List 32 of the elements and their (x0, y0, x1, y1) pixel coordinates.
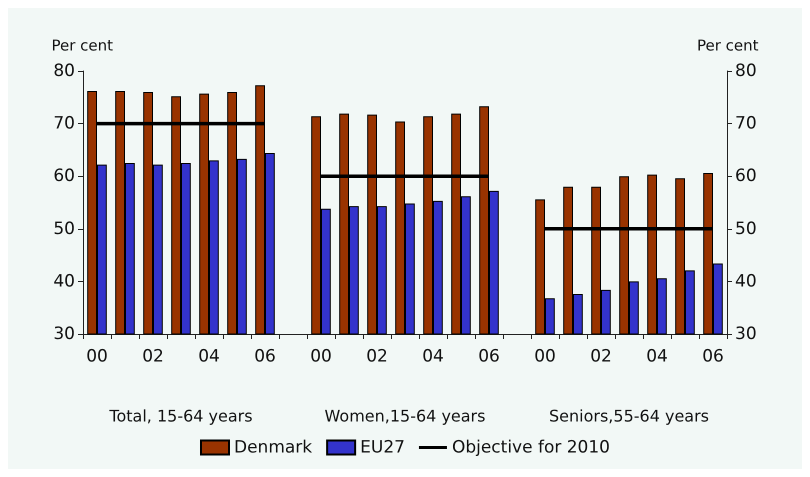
y-axis-title: Per cent (51, 36, 114, 54)
legend-label: Objective for 2010 (452, 438, 610, 458)
x-tick-label: 00 (534, 346, 556, 366)
x-tick-label: 06 (702, 346, 724, 366)
y-tick-label: 40 (53, 271, 75, 292)
y2-tick-label: 80 (735, 61, 757, 81)
x-tick-label: 02 (590, 346, 612, 366)
x-tick-label: 00 (86, 346, 108, 366)
y2-tick-label: 40 (735, 271, 757, 292)
x-tick-label: 02 (142, 346, 164, 366)
y-tick-label: 70 (53, 114, 75, 134)
y-tick-label: 60 (53, 166, 75, 186)
legend-label: EU27 (360, 438, 405, 458)
x-tick-label: 04 (646, 346, 668, 366)
x-tick-label: 06 (254, 346, 276, 366)
x-tick-label: 00 (310, 346, 332, 366)
y2-tick-label: 70 (735, 114, 757, 134)
y2-axis-title: Per cent (697, 36, 759, 54)
x-tick-label: 04 (198, 346, 220, 366)
text: Women,15-64 years (324, 406, 486, 426)
legend-label: Denmark (234, 438, 312, 458)
y2-tick-label: 50 (735, 218, 757, 239)
text: Total, 15-64 years (108, 406, 253, 426)
y-tick-label: 50 (53, 218, 75, 239)
x-tick-label: 06 (478, 346, 500, 366)
text: Seniors,55-64 years (549, 406, 709, 426)
x-tick-label: 02 (366, 346, 388, 366)
y2-tick-label: 30 (735, 324, 757, 344)
y-tick-label: 80 (53, 61, 75, 81)
y2-tick-label: 60 (735, 166, 757, 186)
x-tick-label: 04 (422, 346, 444, 366)
y-tick-label: 30 (53, 324, 75, 344)
